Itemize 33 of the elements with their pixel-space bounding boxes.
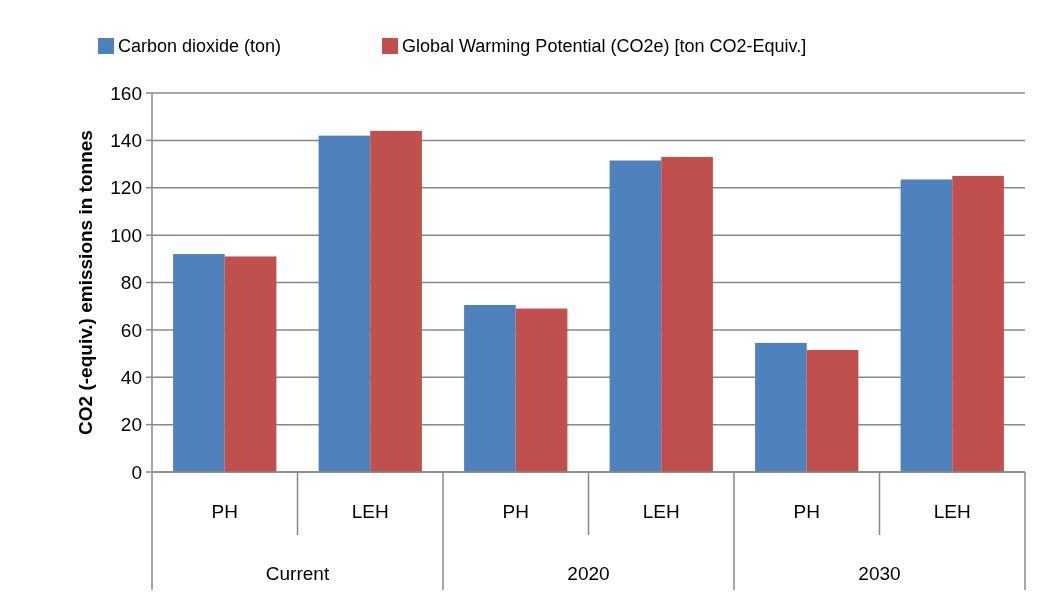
bar xyxy=(952,175,1004,472)
bar xyxy=(900,179,953,472)
x-tick-label: LEH xyxy=(933,501,971,522)
y-tick-label: 120 xyxy=(110,177,142,199)
x-tick-label: PH xyxy=(793,501,820,522)
bar xyxy=(464,305,516,472)
bar xyxy=(661,156,713,472)
y-tick-label: 140 xyxy=(110,130,142,152)
bar xyxy=(224,256,277,472)
bar xyxy=(806,350,859,472)
bar xyxy=(370,130,422,472)
y-tick-label: 160 xyxy=(110,82,142,104)
y-tick-label: 20 xyxy=(120,414,142,436)
x-tick-label: LEH xyxy=(351,501,389,522)
bar xyxy=(609,160,662,472)
bar xyxy=(515,308,568,472)
x-tick-label: PH xyxy=(211,501,238,522)
y-tick-label: 80 xyxy=(120,272,142,294)
text: 2020 xyxy=(567,563,610,584)
y-axis-title: CO2 (-equiv.) emissions in tonnes xyxy=(75,130,96,435)
y-tick-label: 0 xyxy=(131,461,142,483)
legend-label: Carbon dioxide (ton) xyxy=(118,36,282,57)
bar xyxy=(318,135,371,472)
text: Current xyxy=(265,563,330,584)
x-tick-label: PH xyxy=(502,501,529,522)
x-tick-label: LEH xyxy=(642,501,680,522)
y-tick-label: 100 xyxy=(110,224,142,246)
legend-label: Global Warming Potential (CO2e) [ton CO2-Equiv.] xyxy=(402,36,807,57)
y-tick-label: 40 xyxy=(120,366,142,388)
bar xyxy=(755,342,807,472)
text: 2030 xyxy=(858,563,901,584)
bar xyxy=(173,254,225,472)
y-tick-label: 60 xyxy=(120,319,142,341)
